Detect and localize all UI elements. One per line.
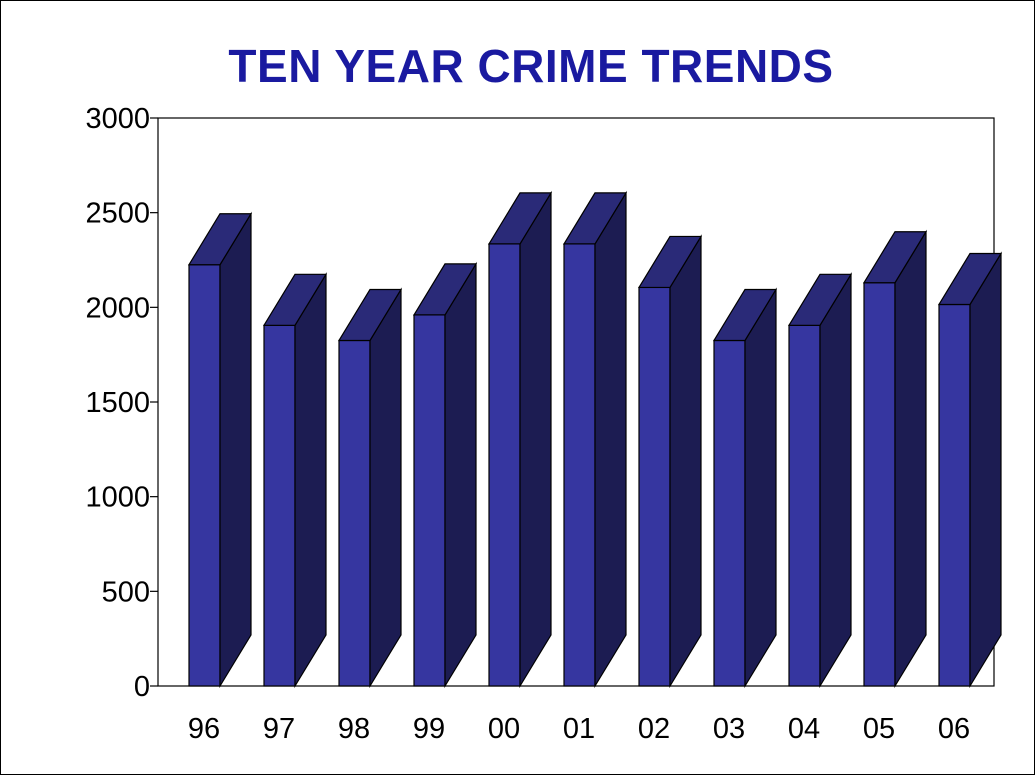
bar-front [413, 314, 446, 687]
x-axis-ticks: 96 97 98 99 00 01 02 03 04 05 06 [188, 713, 970, 745]
y-tick-label: 2500 [85, 198, 150, 230]
bar-top [712, 288, 778, 342]
bar-top [187, 213, 253, 266]
y-tick-label: 2000 [85, 292, 150, 324]
bar-99 [412, 261, 478, 689]
x-tick-label: 98 [338, 713, 370, 745]
bar-front [263, 324, 296, 687]
y-tick-label: 1500 [85, 387, 150, 419]
bar-front [713, 339, 746, 687]
bar-side [969, 251, 1002, 689]
chart-title: TEN YEAR CRIME TRENDS [228, 40, 834, 92]
bar-top [562, 192, 628, 245]
bar-front [338, 339, 371, 687]
x-tick-label: 96 [188, 713, 220, 745]
bar-front [563, 243, 596, 687]
x-tick-label: 02 [638, 713, 670, 745]
bar-side [669, 234, 702, 689]
x-tick-label: 06 [938, 713, 970, 745]
bar-top [637, 235, 703, 289]
bar-side [369, 287, 402, 689]
bar-front [863, 282, 896, 687]
bar-02 [637, 234, 703, 689]
bar-top [937, 252, 1003, 306]
bar-front [938, 303, 971, 687]
bar-96 [187, 211, 253, 689]
bar-front [188, 264, 221, 687]
bar-01 [562, 190, 628, 689]
bar-top [262, 273, 328, 326]
x-tick-label: 97 [263, 713, 295, 745]
x-tick-label: 05 [863, 713, 895, 745]
bar-side [744, 287, 777, 689]
bar-front [788, 324, 821, 687]
bar-side [594, 190, 627, 689]
chart-bars [187, 190, 1003, 689]
x-tick-label: 04 [788, 713, 820, 745]
bar-top [487, 192, 553, 245]
bar-side [219, 211, 252, 689]
x-tick-label: 00 [488, 713, 520, 745]
bar-98 [337, 287, 403, 689]
bar-side [519, 190, 552, 689]
bar-side [819, 272, 852, 689]
y-tick-label: 0 [134, 671, 150, 703]
bar-03 [712, 287, 778, 689]
bar-side [894, 229, 927, 689]
x-tick-label: 01 [563, 713, 595, 745]
bar-top [862, 231, 928, 284]
x-tick-label: 03 [713, 713, 745, 745]
bar-00 [487, 190, 553, 689]
bar-side [444, 261, 477, 689]
bar-side [294, 272, 327, 689]
y-axis-ticks: 0 500 1000 1500 2000 2500 3000 [85, 103, 158, 703]
bar-05 [862, 229, 928, 689]
bar-97 [262, 272, 328, 689]
bar-06 [937, 251, 1003, 689]
bar-front [488, 243, 521, 687]
y-tick-label: 1000 [85, 482, 150, 514]
bar-front [638, 286, 671, 687]
bar-top [337, 288, 403, 342]
bar-top [412, 263, 478, 316]
y-tick-label: 500 [102, 576, 150, 608]
bar-04 [787, 272, 853, 689]
x-tick-label: 99 [413, 713, 445, 745]
bar-top [787, 273, 853, 326]
y-tick-label: 3000 [85, 103, 150, 135]
